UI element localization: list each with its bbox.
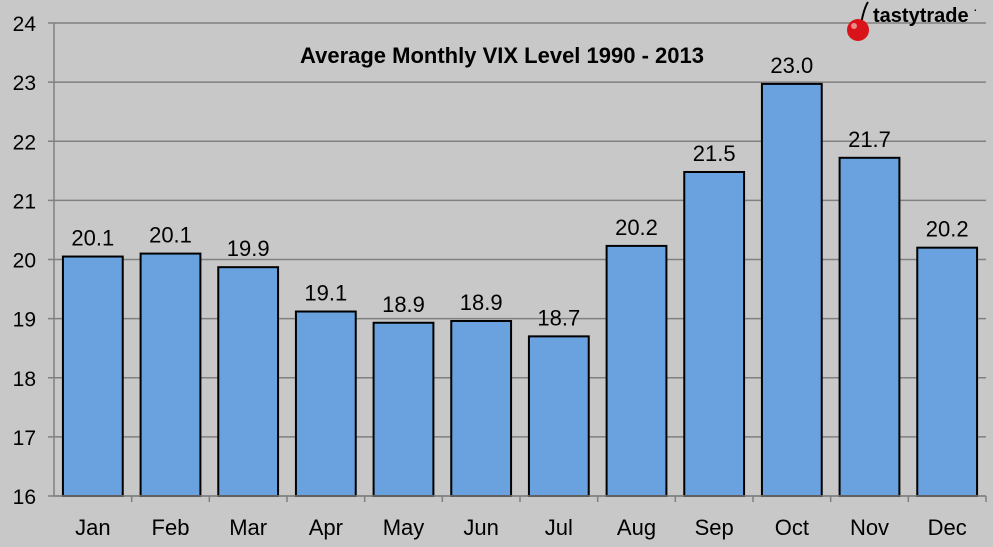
bar-oct [760,82,823,498]
y-tick-label: 22 [13,131,36,154]
data-label: 21.7 [848,127,891,152]
data-label: 23.0 [770,53,813,78]
x-tick-label: Sep [695,515,734,540]
data-labels: 20.1 20.1 19.9 19.1 18.9 18.9 18.7 20.2 21.5 23.0… [71,53,968,330]
cherry-highlight [851,23,857,29]
data-label: 21.5 [693,141,736,166]
y-tick-label: 19 [13,309,36,332]
x-tick-label: Apr [309,515,343,540]
brand-mark: · [973,1,978,17]
data-label: 20.2 [926,217,969,242]
bars [61,82,979,498]
y-tick-label: 21 [13,190,36,213]
bar-sep [683,170,746,497]
y-tick-label: 18 [13,368,36,391]
bar-nov [838,156,901,497]
bar-dec [916,246,979,497]
y-tick-label: 20 [13,250,36,273]
data-label: 18.9 [382,292,425,317]
bar-mar [217,266,280,497]
y-tick-label: 24 [13,13,37,36]
bar-jan [61,255,124,498]
x-tick-label: Jun [463,515,498,540]
x-tick-label: Nov [850,515,889,540]
data-label: 18.7 [537,305,580,330]
brand-name: tastytrade [873,5,969,27]
bar-aug [605,244,668,497]
x-tick-label: Oct [775,515,809,540]
data-label: 20.1 [149,223,192,248]
bar-jul [527,335,590,497]
bar-apr [294,310,357,497]
tastytrade-logo: tastytrade · [847,1,978,41]
chart-title: Average Monthly VIX Level 1990 - 2013 [300,43,704,68]
bar-may [372,321,435,498]
x-tick-label: May [383,515,425,540]
bar-jun [450,319,513,497]
x-tick-label: Dec [928,515,967,540]
y-axis-ticks: 16 17 18 19 20 21 22 23 24 [13,13,54,509]
y-tick-label: 17 [13,427,36,450]
data-label: 18.9 [460,290,503,315]
data-label: 19.1 [304,281,347,306]
x-axis-ticks: Jan Feb Mar Apr May Jun Jul Aug Sep Oct Nov Dec [75,496,987,540]
data-label: 20.1 [71,226,114,251]
x-tick-label: Feb [152,515,190,540]
data-label: 19.9 [227,236,270,261]
y-tick-label: 16 [13,486,36,509]
y-tick-label: 23 [13,72,36,95]
x-tick-label: Jul [545,515,573,540]
data-label: 20.2 [615,215,658,240]
x-tick-label: Jan [75,515,110,540]
x-tick-label: Mar [229,515,267,540]
x-tick-label: Aug [617,515,656,540]
bar-feb [139,252,202,497]
cherry-icon [847,19,869,41]
